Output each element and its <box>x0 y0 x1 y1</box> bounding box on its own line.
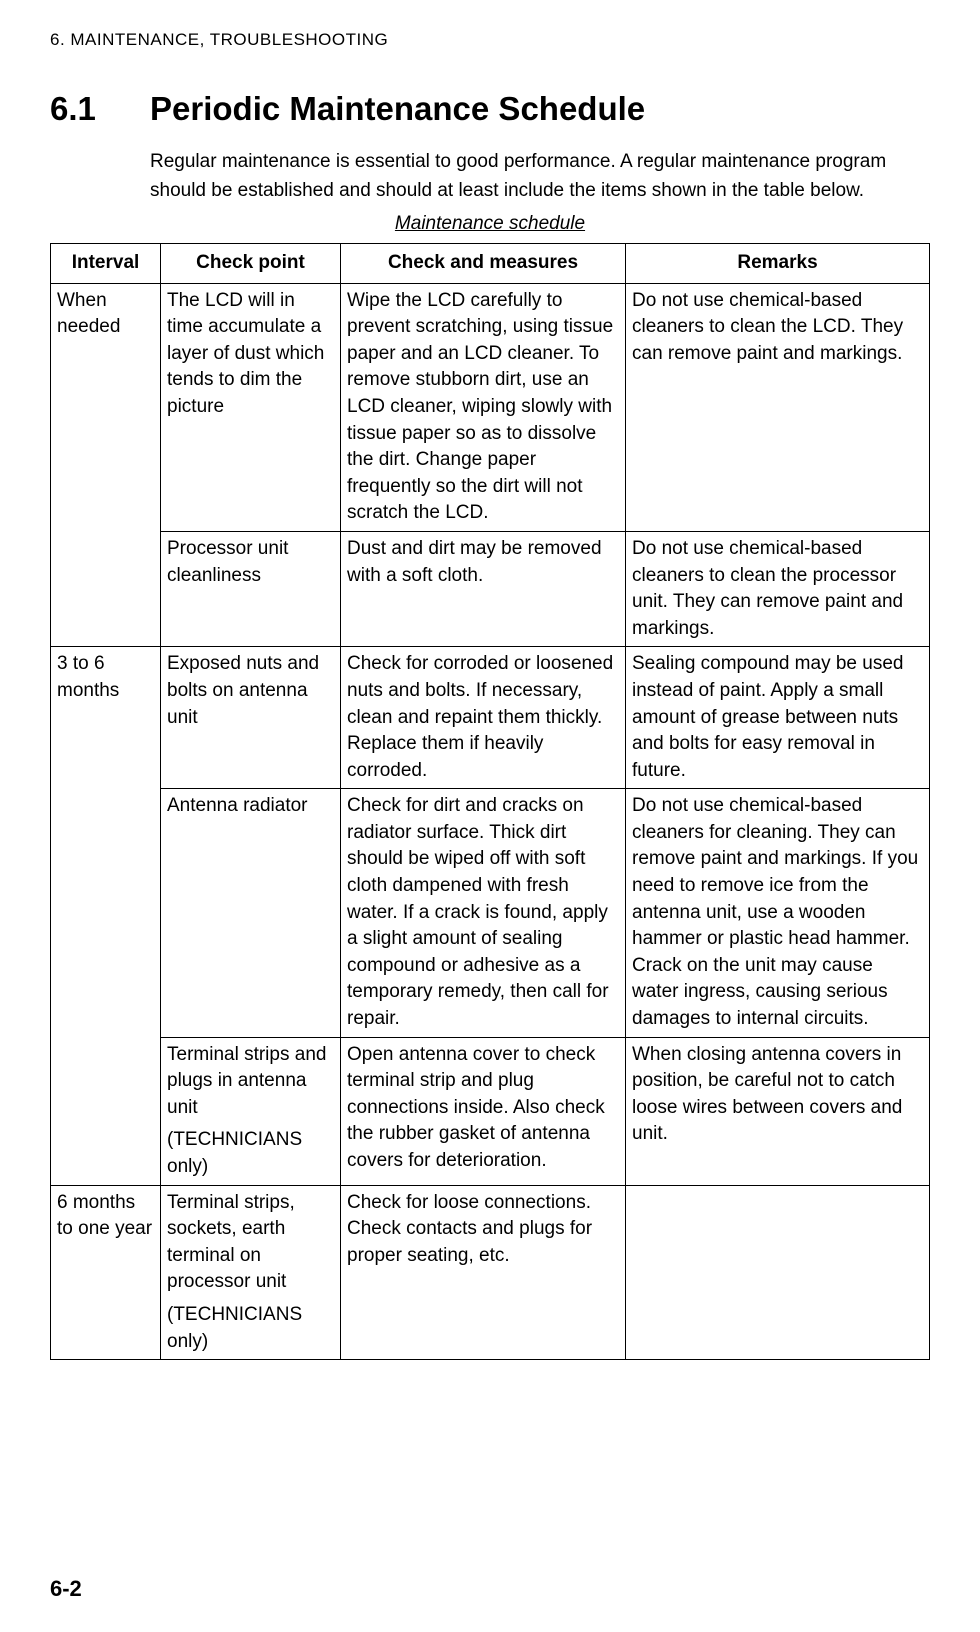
cell-measures: Check for dirt and cracks on radiator su… <box>341 789 626 1037</box>
table-row: Terminal strips and plugs in antenna uni… <box>51 1037 930 1185</box>
col-header-check-point: Check point <box>161 244 341 284</box>
table-row: 3 to 6 months Exposed nuts and bolts on … <box>51 647 930 789</box>
maintenance-table: Interval Check point Check and measures … <box>50 243 930 1360</box>
cell-text: Terminal strips, sockets, earth terminal… <box>167 1192 295 1293</box>
cell-check-point: Exposed nuts and bolts on antenna unit <box>161 647 341 789</box>
cell-interval: When needed <box>51 283 161 647</box>
cell-interval: 3 to 6 months <box>51 647 161 1185</box>
section-title: Periodic Maintenance Schedule <box>150 90 645 128</box>
cell-check-point: The LCD will in time accumulate a layer … <box>161 283 341 531</box>
cell-text: Terminal strips and plugs in antenna uni… <box>167 1044 326 1118</box>
table-row: 6 months to one year Terminal strips, so… <box>51 1185 930 1360</box>
cell-check-point: Processor unit cleanliness <box>161 531 341 646</box>
table-row: Processor unit cleanliness Dust and dirt… <box>51 531 930 646</box>
cell-remarks: Do not use chemical-based cleaners for c… <box>626 789 930 1037</box>
cell-remarks: Sealing compound may be used instead of … <box>626 647 930 789</box>
cell-remarks: Do not use chemical-based cleaners to cl… <box>626 531 930 646</box>
cell-remarks <box>626 1185 930 1360</box>
chapter-header: 6. MAINTENANCE, TROUBLESHOOTING <box>50 30 930 50</box>
page-number: 6-2 <box>50 1576 82 1602</box>
cell-measures: Wipe the LCD carefully to prevent scratc… <box>341 283 626 531</box>
table-caption: Maintenance schedule <box>50 213 930 235</box>
col-header-interval: Interval <box>51 244 161 284</box>
col-header-remarks: Remarks <box>626 244 930 284</box>
cell-interval: 6 months to one year <box>51 1185 161 1360</box>
table-header-row: Interval Check point Check and measures … <box>51 244 930 284</box>
intro-paragraph: Regular maintenance is essential to good… <box>150 148 930 205</box>
cell-remarks: When closing antenna covers in position,… <box>626 1037 930 1185</box>
cell-sub-note: (TECHNICIANS only) <box>167 1127 334 1180</box>
table-row: Antenna radiator Check for dirt and crac… <box>51 789 930 1037</box>
section-number: 6.1 <box>50 90 150 128</box>
cell-measures: Check for loose connections. Check conta… <box>341 1185 626 1360</box>
col-header-measures: Check and measures <box>341 244 626 284</box>
cell-measures: Dust and dirt may be removed with a soft… <box>341 531 626 646</box>
cell-check-point: Terminal strips and plugs in antenna uni… <box>161 1037 341 1185</box>
cell-check-point: Antenna radiator <box>161 789 341 1037</box>
cell-sub-note: (TECHNICIANS only) <box>167 1302 334 1355</box>
cell-remarks: Do not use chemical-based cleaners to cl… <box>626 283 930 531</box>
section-heading: 6.1 Periodic Maintenance Schedule <box>50 90 930 128</box>
table-row: When needed The LCD will in time accumul… <box>51 283 930 531</box>
cell-measures: Open antenna cover to check terminal str… <box>341 1037 626 1185</box>
cell-measures: Check for corroded or loosened nuts and … <box>341 647 626 789</box>
cell-check-point: Terminal strips, sockets, earth terminal… <box>161 1185 341 1360</box>
